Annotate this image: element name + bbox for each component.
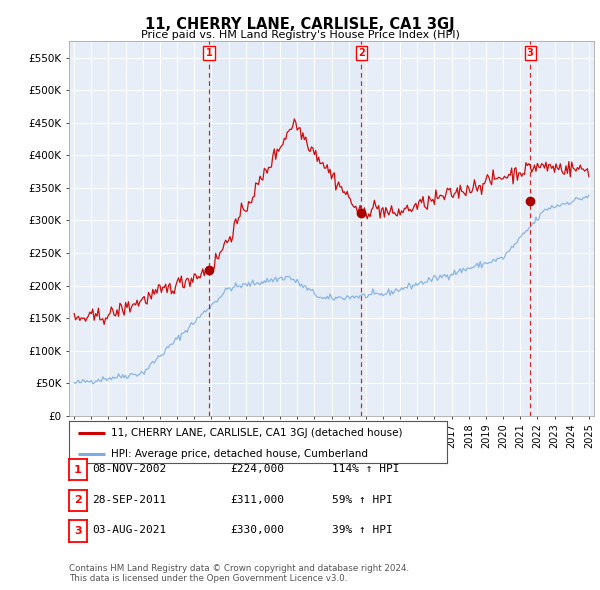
Text: £224,000: £224,000 — [230, 464, 284, 474]
Text: Price paid vs. HM Land Registry's House Price Index (HPI): Price paid vs. HM Land Registry's House … — [140, 30, 460, 40]
Text: 28-SEP-2011: 28-SEP-2011 — [92, 495, 166, 504]
Text: 03-AUG-2021: 03-AUG-2021 — [92, 526, 166, 535]
Text: Contains HM Land Registry data © Crown copyright and database right 2024.
This d: Contains HM Land Registry data © Crown c… — [69, 563, 409, 583]
Text: £311,000: £311,000 — [230, 495, 284, 504]
Text: 2: 2 — [358, 48, 365, 58]
Text: 114% ↑ HPI: 114% ↑ HPI — [332, 464, 400, 474]
Text: HPI: Average price, detached house, Cumberland: HPI: Average price, detached house, Cumb… — [110, 449, 368, 459]
Text: 39% ↑ HPI: 39% ↑ HPI — [332, 526, 392, 535]
Text: 1: 1 — [74, 465, 82, 474]
Text: 59% ↑ HPI: 59% ↑ HPI — [332, 495, 392, 504]
Text: 3: 3 — [527, 48, 533, 58]
Bar — [209, 41, 361, 416]
Text: 2: 2 — [74, 496, 82, 505]
Text: 08-NOV-2002: 08-NOV-2002 — [92, 464, 166, 474]
Text: 11, CHERRY LANE, CARLISLE, CA1 3GJ: 11, CHERRY LANE, CARLISLE, CA1 3GJ — [145, 17, 455, 31]
Text: £330,000: £330,000 — [230, 526, 284, 535]
Text: 1: 1 — [206, 48, 212, 58]
Text: 11, CHERRY LANE, CARLISLE, CA1 3GJ (detached house): 11, CHERRY LANE, CARLISLE, CA1 3GJ (deta… — [110, 428, 402, 438]
Text: 3: 3 — [74, 526, 82, 536]
